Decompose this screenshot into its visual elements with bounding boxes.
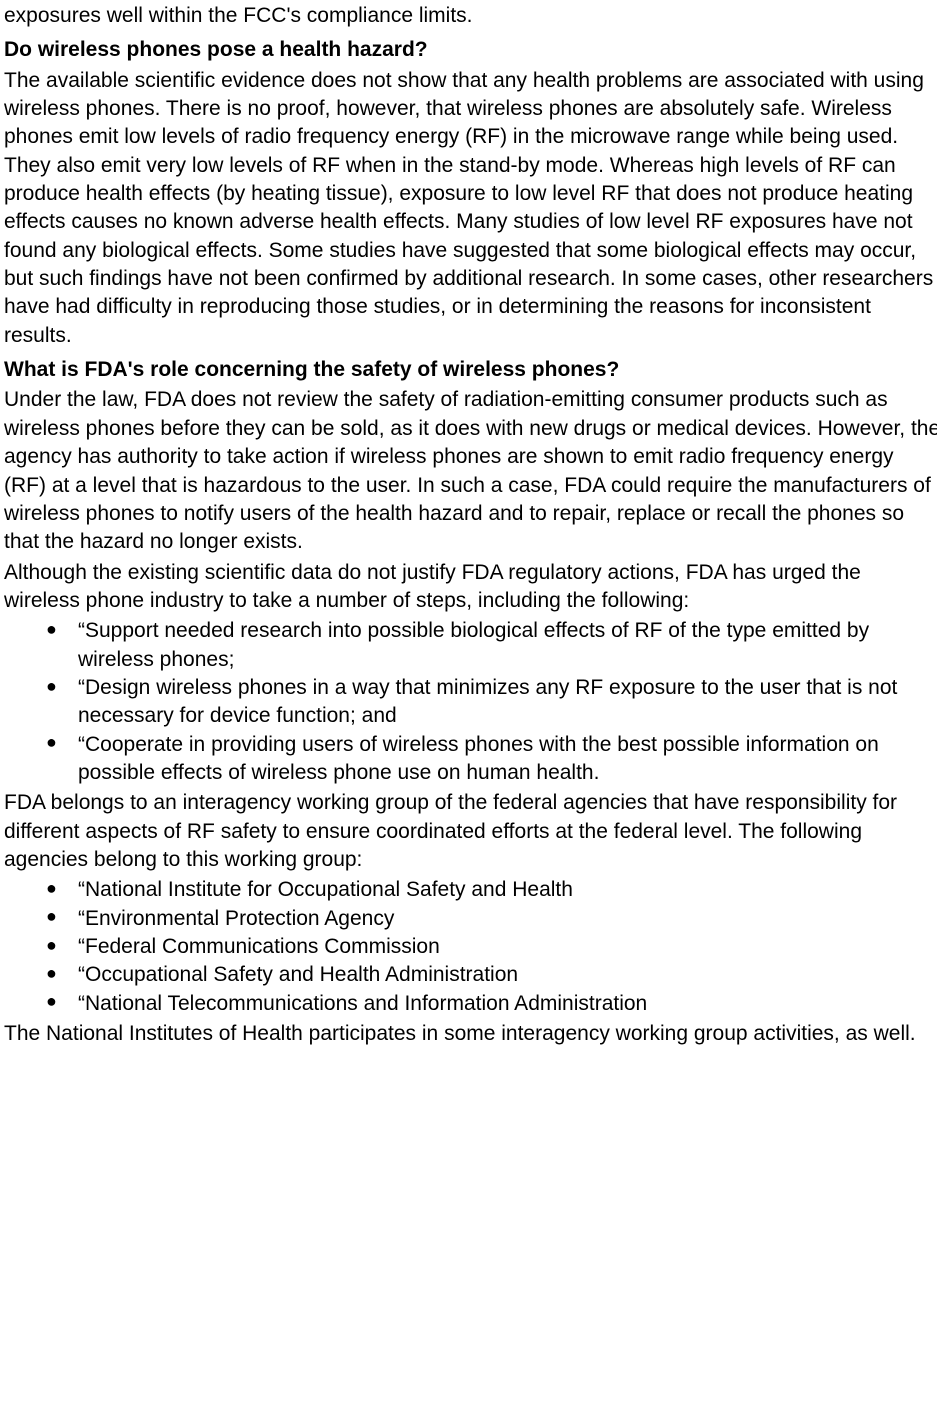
list-item: “National Institute for Occupational Saf… [46, 876, 937, 904]
list-item: “Federal Communications Commission [46, 933, 937, 961]
section-2-bullet-list-2: “National Institute for Occupational Saf… [4, 876, 937, 1018]
list-item: “Design wireless phones in a way that mi… [46, 674, 937, 731]
section-heading-2: What is FDA's role concerning the safety… [4, 356, 937, 384]
section-heading-1: Do wireless phones pose a health hazard? [4, 36, 937, 64]
section-2-para-1: Under the law, FDA does not review the s… [4, 386, 937, 556]
list-item: “National Telecommunications and Informa… [46, 990, 937, 1018]
section-2-para-2: Although the existing scientific data do… [4, 559, 937, 616]
list-item: “Occupational Safety and Health Administ… [46, 961, 937, 989]
section-2-mid-para: FDA belongs to an interagency working gr… [4, 789, 937, 874]
list-item: “Support needed research into possible b… [46, 617, 937, 674]
list-item: “Environmental Protection Agency [46, 905, 937, 933]
section-2-bullet-list-1: “Support needed research into possible b… [4, 617, 937, 787]
section-1-para-1: The available scientific evidence does n… [4, 67, 937, 350]
list-item: “Cooperate in providing users of wireles… [46, 731, 937, 788]
intro-fragment: exposures well within the FCC's complian… [4, 2, 937, 30]
section-2-closing-para: The National Institutes of Health partic… [4, 1020, 937, 1048]
